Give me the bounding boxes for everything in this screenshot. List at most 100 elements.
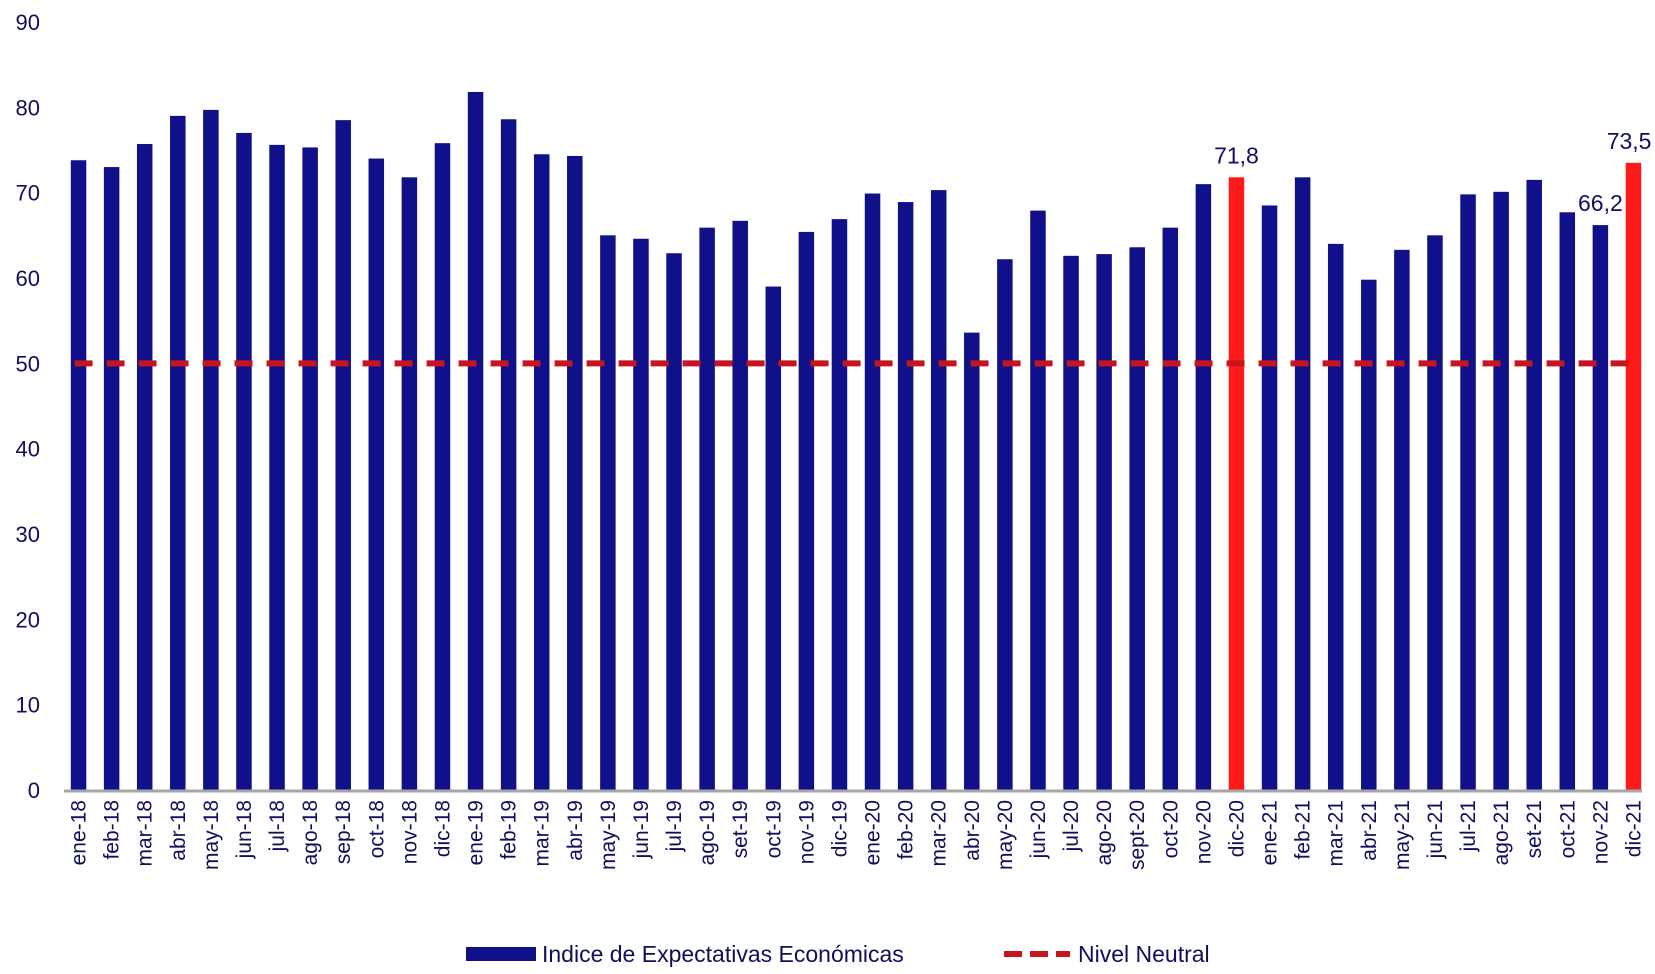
x-tick-label: ago-21: [1490, 800, 1513, 865]
bar: [302, 147, 318, 790]
bar: [335, 120, 351, 791]
x-tick-label: jul-20: [1060, 800, 1083, 852]
data-labels: 71,8 66,2 73,5: [1214, 128, 1651, 216]
bar: [1493, 191, 1509, 790]
bar: [1129, 247, 1145, 790]
data-label: 66,2: [1578, 190, 1623, 216]
y-axis: 0 10 20 30 40 50 60 70 80 90: [16, 10, 40, 803]
legend-bar-label: Indice de Expectativas Económicas: [542, 940, 904, 967]
x-tick-label: abr-19: [564, 800, 587, 861]
bar-series: [70, 91, 1642, 791]
x-tick-label: oct-21: [1556, 800, 1579, 858]
bar: [1162, 227, 1179, 791]
x-tick-label: oct-20: [1159, 800, 1182, 858]
x-tick-label: jun-19: [630, 800, 653, 859]
x-tick-label: dic-20: [1225, 800, 1248, 857]
y-tick-label: 50: [16, 351, 40, 376]
x-tick-label: feb-20: [895, 800, 918, 860]
bar: [1327, 243, 1344, 790]
bar: [1625, 162, 1642, 791]
x-tick-label: oct-19: [762, 800, 785, 858]
x-tick-label: dic-19: [828, 800, 851, 857]
x-tick-label: ene-19: [465, 800, 488, 865]
bar: [864, 193, 881, 790]
bar: [1361, 279, 1377, 790]
bar: [203, 109, 219, 791]
bar: [897, 202, 914, 790]
y-tick-label: 90: [16, 10, 40, 35]
x-tick-label: ago-18: [299, 800, 322, 865]
data-label: 73,5: [1607, 128, 1652, 154]
x-tick-label: mar-21: [1325, 800, 1348, 867]
bar: [997, 259, 1013, 790]
x-tick-label: abr-20: [961, 800, 984, 861]
x-tick-label: jun-18: [233, 800, 256, 859]
bar: [831, 219, 848, 790]
y-tick-label: 60: [16, 266, 40, 291]
bar: [1294, 177, 1311, 791]
bar: [70, 160, 87, 791]
bar: [1394, 249, 1410, 791]
x-tick-label: sept-20: [1126, 800, 1149, 870]
y-tick-label: 80: [16, 95, 40, 120]
x-tick-label: may-18: [200, 800, 223, 870]
x-tick-label: set-21: [1523, 800, 1546, 858]
x-tick-label: mar-18: [134, 800, 157, 867]
bar: [964, 332, 980, 790]
bar: [930, 190, 947, 790]
bar: [699, 227, 715, 791]
x-tick-label: feb-19: [498, 800, 521, 860]
x-axis: ene-18 feb-18 mar-18 abr-18 may-18 jun-18 jul-…: [64, 789, 1645, 870]
y-tick-label: 70: [16, 181, 40, 206]
bar: [401, 177, 418, 791]
bar: [600, 235, 616, 791]
legend-line-swatch: [1004, 951, 1070, 957]
x-tick-label: oct-18: [365, 800, 388, 858]
y-tick-label: 40: [16, 437, 40, 462]
x-tick-label: dic-21: [1622, 800, 1645, 857]
x-tick-label: ene-20: [862, 800, 885, 865]
bar: [1195, 184, 1212, 791]
y-tick-label: 30: [16, 522, 40, 547]
x-tick-label: nov-18: [398, 800, 421, 864]
bar: [1063, 255, 1079, 790]
x-tick-label: mar-20: [928, 800, 951, 867]
bar: [434, 143, 451, 790]
bar: [1261, 205, 1278, 790]
bar: [1096, 254, 1112, 790]
x-tick-label: may-21: [1391, 800, 1414, 870]
legend-line-label: Nivel Neutral: [1078, 940, 1210, 967]
x-tick-label: nov-19: [795, 800, 818, 864]
x-tick-label: may-20: [994, 800, 1017, 870]
x-tick-label: may-19: [597, 800, 620, 870]
x-tick-label: jul-21: [1457, 800, 1480, 852]
x-tick-label: ago-20: [1093, 800, 1116, 865]
x-tick-label: nov-20: [1192, 800, 1215, 864]
bar: [368, 158, 385, 791]
x-tick-label: abr-21: [1358, 800, 1381, 861]
x-tick-label: jun-21: [1424, 800, 1447, 859]
x-tick-label: dic-18: [431, 800, 454, 857]
bar: [732, 220, 748, 790]
bar: [236, 132, 252, 790]
bar: [765, 286, 782, 790]
x-tick-label: jul-18: [266, 800, 289, 852]
bar: [500, 119, 517, 790]
bar: [1559, 212, 1576, 790]
bar-chart: 0 10 20 30 40 50 60 70 80 90 ene-18 feb-18 mar-18 ab…: [16, 10, 1652, 870]
bar: [136, 144, 153, 790]
bar: [633, 238, 649, 790]
bar: [170, 115, 186, 790]
bar: [1427, 235, 1443, 791]
bar: [1592, 225, 1609, 791]
x-tick-label: abr-18: [167, 800, 190, 861]
x-tick-label: ene-21: [1259, 800, 1282, 865]
y-tick-label: 0: [28, 778, 40, 803]
bar: [1030, 210, 1046, 790]
bar: [1526, 179, 1542, 790]
x-tick-label: nov-22: [1589, 800, 1612, 864]
bar: [1228, 177, 1245, 791]
y-tick-label: 10: [16, 693, 40, 718]
bar: [533, 154, 550, 790]
x-tick-label: set-19: [729, 800, 752, 858]
